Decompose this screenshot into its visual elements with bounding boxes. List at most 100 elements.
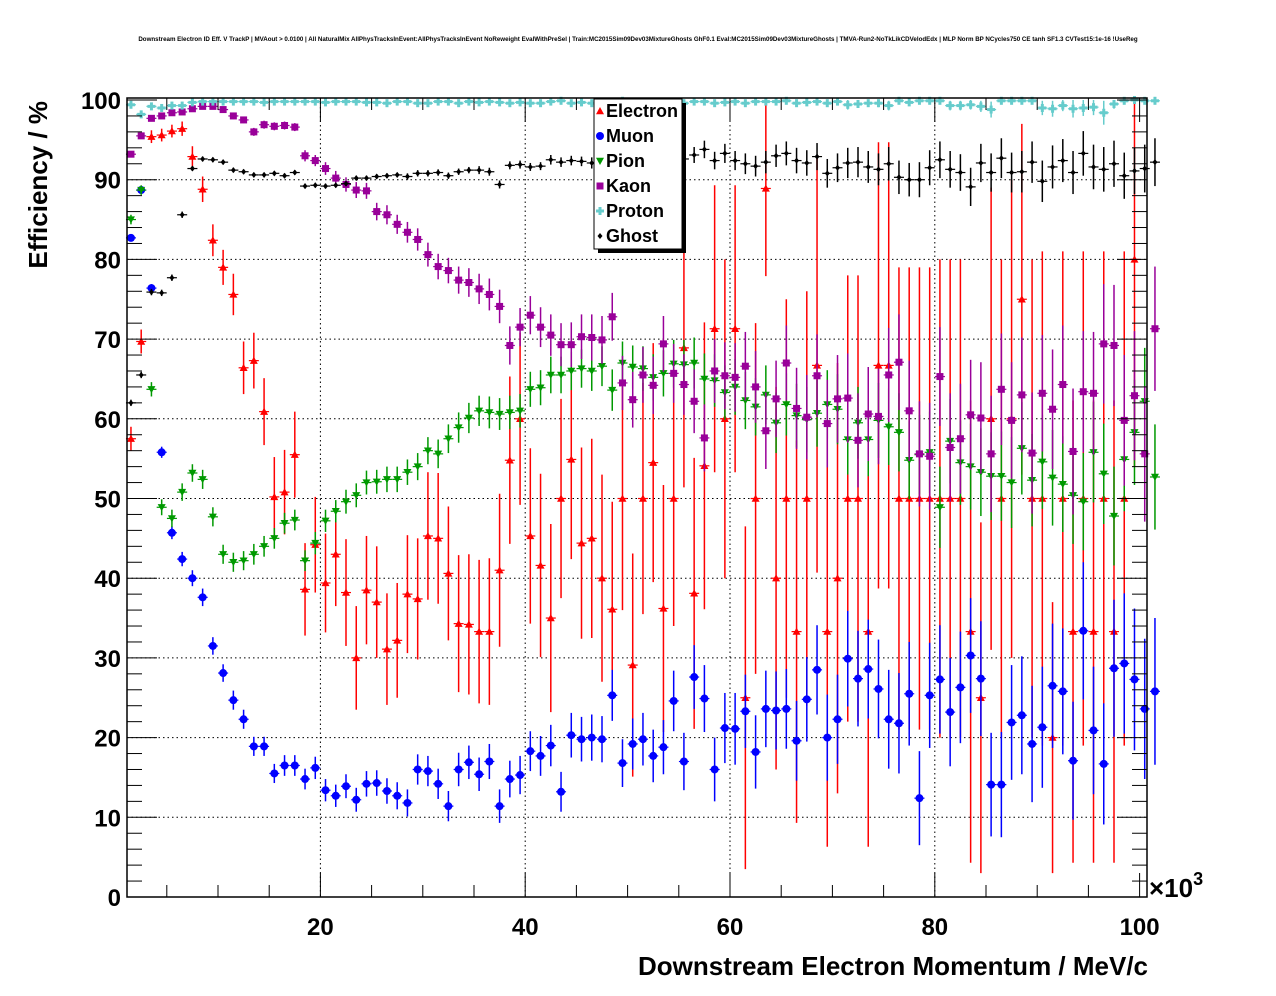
marker-square <box>618 379 626 387</box>
data-point <box>842 147 853 179</box>
marker-circle <box>126 233 135 242</box>
data-point <box>801 374 812 460</box>
marker-triangle-up <box>444 569 453 577</box>
marker-square <box>506 341 514 349</box>
legend-label: Ghost <box>606 226 658 246</box>
data-point <box>248 127 259 136</box>
data-point <box>412 754 423 785</box>
marker-circle <box>423 767 432 776</box>
data-point <box>1098 423 1109 525</box>
data-point <box>515 755 526 795</box>
marker-square <box>967 411 975 419</box>
data-point <box>351 483 362 508</box>
data-point <box>975 143 986 183</box>
marker-square <box>516 323 524 331</box>
marker-triangle-up <box>1069 627 1078 635</box>
data-point <box>177 101 188 110</box>
marker-triangle-up <box>464 620 473 628</box>
marker-square <box>434 263 442 271</box>
marker-cross-bar <box>198 100 207 104</box>
data-point <box>873 639 884 739</box>
data-point <box>238 116 249 124</box>
marker-square <box>557 341 565 349</box>
marker-circle <box>884 715 893 724</box>
data-point <box>740 331 751 401</box>
data-point <box>351 787 362 812</box>
marker-cross-bar <box>126 103 135 107</box>
marker-triangle-up <box>321 578 330 587</box>
marker-triangle-up <box>137 337 146 345</box>
data-point <box>330 97 341 106</box>
data-point <box>279 755 290 776</box>
marker-circle <box>894 719 903 728</box>
marker-square <box>465 279 473 287</box>
data-point <box>934 96 945 105</box>
marker-circle <box>782 704 791 713</box>
data-point <box>1129 331 1140 461</box>
marker-circle <box>628 739 637 748</box>
marker-diamond <box>456 168 462 175</box>
data-point <box>289 123 300 132</box>
marker-circle <box>444 802 453 811</box>
y-tick-label: 80 <box>94 247 121 274</box>
data-point <box>320 162 331 175</box>
data-point <box>904 162 915 197</box>
data-point <box>238 709 249 729</box>
marker-triangle-up <box>1017 295 1026 303</box>
data-point <box>1047 100 1058 117</box>
marker-cross-bar <box>290 100 299 104</box>
data-point <box>719 692 730 764</box>
data-point <box>146 102 157 111</box>
marker-diamond <box>343 180 349 187</box>
data-point <box>453 752 464 787</box>
marker-square <box>752 383 760 391</box>
data-point <box>760 151 771 174</box>
y-tick-label: 50 <box>94 487 121 514</box>
data-point <box>975 100 986 112</box>
marker-circle <box>946 708 955 717</box>
marker-circle <box>516 771 525 780</box>
marker-diamond <box>978 159 984 166</box>
data-point <box>361 182 372 199</box>
marker-square <box>926 452 934 460</box>
marker-triangle-up <box>423 531 432 540</box>
marker-circle <box>526 747 535 756</box>
marker-triangle-down <box>587 367 596 375</box>
marker-triangle-up <box>638 494 647 502</box>
marker-cross-bar <box>956 104 965 108</box>
data-point <box>422 99 433 108</box>
data-point <box>207 507 218 527</box>
marker-circle <box>198 593 207 602</box>
data-point <box>310 97 321 106</box>
marker-triangle-up <box>874 361 883 369</box>
data-point <box>289 169 300 176</box>
marker-cross-bar <box>208 100 217 104</box>
data-point <box>1109 599 1119 737</box>
marker-circle <box>1150 687 1159 696</box>
data-point <box>433 253 444 280</box>
data-point <box>279 121 290 130</box>
marker-circle <box>352 795 361 804</box>
data-point <box>709 151 720 170</box>
data-point <box>412 453 423 481</box>
marker-cross-bar <box>720 100 729 104</box>
data-point <box>1078 453 1089 551</box>
data-point <box>515 160 526 169</box>
marker-triangle-up <box>342 588 350 596</box>
data-point <box>279 512 290 534</box>
data-point <box>1057 628 1068 755</box>
marker-diamond <box>1080 150 1086 157</box>
marker-circle <box>1089 726 1098 735</box>
data-point <box>986 395 997 513</box>
marker-square <box>762 427 770 435</box>
data-point <box>689 645 700 709</box>
data-point <box>648 729 659 783</box>
marker-cross-bar <box>1110 102 1118 106</box>
data-point <box>310 182 321 189</box>
marker-square <box>219 106 227 114</box>
data-point <box>945 393 956 502</box>
marker-square <box>526 311 534 319</box>
legend-label: Pion <box>606 151 645 171</box>
data-point <box>259 378 270 446</box>
marker-cross-bar <box>423 101 432 105</box>
